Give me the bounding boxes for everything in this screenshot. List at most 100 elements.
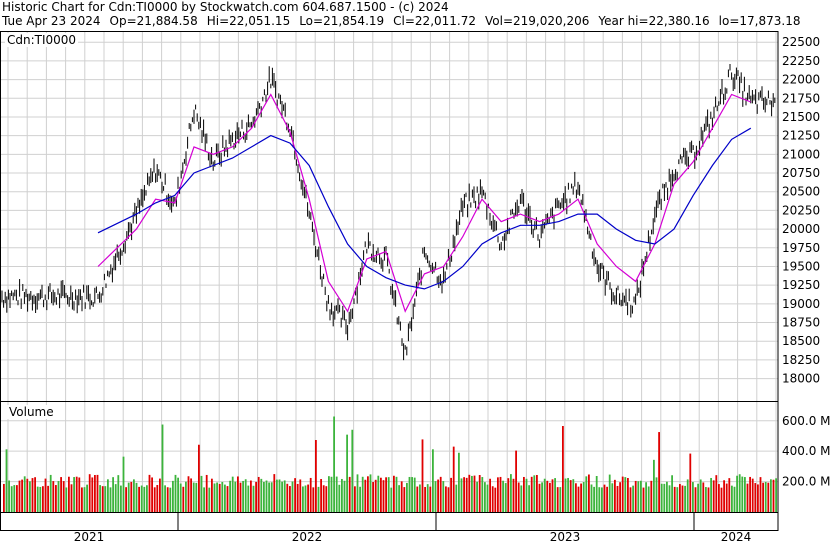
volume-bar (421, 439, 424, 512)
volume-bar (237, 476, 239, 512)
volume-bar (166, 487, 169, 512)
volume-bar (234, 481, 237, 512)
volume-bar (432, 449, 434, 512)
volume-bar (385, 477, 387, 512)
volume-bar (668, 485, 671, 512)
price-y-tick-label: 20250 (782, 203, 820, 217)
volume-bar (341, 478, 343, 512)
volume-bar (122, 456, 125, 512)
volume-bar (265, 480, 268, 512)
volume-bar (442, 481, 445, 512)
volume-bar (120, 485, 122, 512)
volume-bar (338, 484, 341, 512)
volume-bar (138, 486, 140, 512)
volume-bar (593, 486, 595, 512)
volume-bar (65, 487, 68, 512)
volume-bar (294, 478, 296, 512)
volume-bar (772, 479, 775, 512)
volume-bar (681, 485, 684, 512)
volume-bar (525, 478, 528, 512)
volume-bar (762, 482, 764, 512)
volume-bar (315, 439, 317, 512)
volume-bar (411, 477, 413, 512)
volume-bar (590, 484, 593, 512)
volume-bar (520, 485, 523, 512)
quote-low: Lo=21,854.19 (299, 14, 385, 28)
volume-bar (55, 485, 57, 512)
volume-bar (606, 486, 608, 512)
volume-bar (114, 484, 117, 512)
volume-bar (775, 478, 777, 512)
volume-bar (291, 481, 294, 512)
volume-bar (746, 483, 749, 512)
volume-bar (218, 483, 221, 512)
volume-bar (94, 475, 96, 512)
volume-bar (52, 481, 55, 512)
price-y-tick-label: 18250 (782, 353, 820, 367)
volume-bar (460, 478, 463, 512)
volume-bar (720, 487, 723, 512)
volume-bar (161, 424, 164, 512)
volume-bar (49, 474, 52, 512)
volume-bar (694, 487, 697, 512)
volume-bar (494, 487, 497, 512)
volume-bar (263, 481, 265, 512)
volume-bar (299, 479, 302, 512)
volume-bar (673, 486, 676, 512)
year-label: 2021 (74, 530, 105, 543)
volume-bar (200, 475, 203, 512)
volume-bar (146, 485, 148, 512)
volume-bar (655, 477, 658, 512)
volume-bar (346, 434, 348, 512)
volume-bar (257, 476, 260, 512)
price-y-tick-label: 19750 (782, 241, 820, 255)
volume-bar (647, 486, 650, 512)
volume-bar (533, 475, 536, 512)
volume-bar (239, 482, 242, 512)
volume-bar (710, 477, 712, 512)
volume-bar (528, 485, 530, 512)
volume-bar (367, 476, 369, 512)
volume-bar (398, 485, 400, 512)
volume-bar (723, 480, 725, 512)
volume-bar (632, 485, 634, 512)
volume-bar (281, 481, 283, 512)
price-y-tick-label: 19250 (782, 278, 820, 292)
volume-bar (489, 478, 491, 512)
volume-bar (273, 474, 276, 512)
volume-bar (692, 482, 694, 512)
volume-bar (551, 479, 554, 512)
volume-bar (702, 482, 705, 512)
volume-bar (10, 486, 13, 512)
year-label: 2023 (550, 530, 581, 543)
volume-bar (458, 452, 460, 512)
volume-bar (333, 416, 335, 512)
volume-bar (328, 476, 330, 512)
volume-bar (751, 478, 754, 512)
volume-bar (75, 476, 78, 512)
quote-year-low: lo=17,873.18 (718, 14, 801, 28)
volume-bar (348, 476, 351, 512)
volume-bar (712, 480, 715, 512)
volume-bar (125, 487, 127, 512)
volume-bar (81, 487, 83, 512)
volume-bar (413, 477, 416, 512)
volume-bar (70, 484, 73, 512)
year-label: 2024 (721, 530, 752, 543)
volume-bar (663, 483, 666, 512)
volume-bar (764, 481, 767, 512)
volume-bar (182, 486, 185, 512)
volume-bar (127, 482, 130, 512)
volume-bar (88, 474, 91, 512)
volume-bar (666, 481, 668, 512)
volume-bar (60, 477, 62, 512)
price-y-tick-label: 22250 (782, 54, 820, 68)
volume-bar (99, 485, 101, 512)
volume-bar (619, 482, 621, 512)
volume-bar (400, 481, 403, 512)
volume-bar (738, 474, 741, 512)
price-panel-frame (0, 31, 779, 402)
volume-bar (18, 480, 21, 512)
volume-bar (473, 475, 476, 512)
volume-bar (117, 475, 120, 512)
